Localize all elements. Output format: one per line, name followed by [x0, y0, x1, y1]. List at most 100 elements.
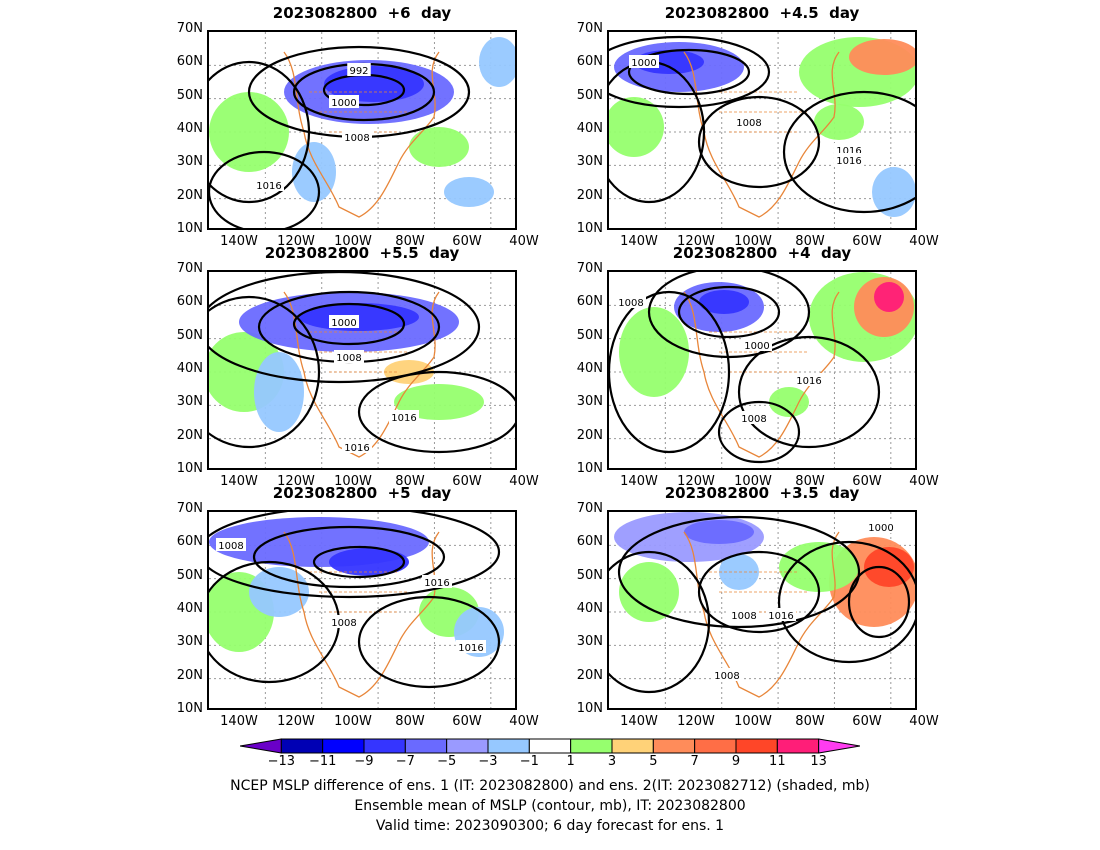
panel-1: 2023082800 +6 day 992 1000 1008 1016 70N 60N… — [177, 4, 539, 249]
longitude-tick-label: 100W — [734, 714, 772, 729]
map-frame: 1008 1000 1016 1008 — [607, 270, 917, 470]
latitude-tick-label: 40N — [176, 601, 203, 616]
mslp-contour — [627, 48, 751, 96]
longitude-tick-label: 40W — [909, 234, 939, 249]
latitude-tick-label: 70N — [576, 501, 603, 516]
shaded-region — [814, 104, 864, 140]
contour-label: 1016 — [458, 643, 483, 654]
caption-line-3: Valid time: 2023090300; 6 day forecast f… — [375, 818, 725, 834]
longitude-tick-label: 120W — [277, 474, 315, 489]
contour-label: 1008 — [714, 671, 739, 682]
colorbar-tick-label: 1 — [566, 754, 575, 769]
latitude-tick-label: 60N — [176, 54, 203, 70]
longitude-tick-label: 40W — [909, 474, 939, 489]
colorbar-tick-label: −7 — [395, 754, 415, 769]
longitude-tick-label: 60W — [852, 234, 882, 249]
longitude-tick-label: 80W — [795, 234, 825, 249]
shaded-region — [609, 97, 664, 157]
colorbar-tick-label: 7 — [690, 754, 699, 769]
map-frame: 1000 1008 1016 1016 — [207, 270, 517, 470]
map-plot: 1008 1000 1016 1008 — [609, 272, 915, 468]
colorbar-swatch — [404, 738, 448, 754]
latitude-tick-label: 20N — [576, 667, 603, 683]
mslp-contour — [697, 95, 821, 189]
contour-label-box — [629, 55, 659, 68]
contour-label-box — [329, 95, 359, 108]
colorbar-tick-label: 3 — [607, 754, 617, 769]
colorbar-swatch — [652, 738, 696, 754]
longitude-tick-label: 40W — [509, 474, 539, 489]
panel-6: 2023082800 +3.5 day 1000 1008 1016 1008 70N… — [577, 484, 939, 729]
map-frame: 1008 1016 1008 1016 — [207, 510, 517, 710]
latitude-tick-label: 30N — [576, 394, 603, 410]
contour-label: 1016 — [344, 443, 369, 454]
mslp-contour — [209, 272, 481, 384]
colorbar-tick-label: −3 — [478, 754, 498, 769]
contour-label: 1008 — [331, 618, 356, 629]
contour-label: 1016 — [836, 156, 861, 167]
longitude-tick-label: 120W — [677, 714, 715, 729]
latitude-tick-label: 10N — [176, 461, 203, 476]
colorbar-tick-label: 11 — [769, 754, 786, 769]
latitude-tick-label: 70N — [176, 21, 203, 36]
contour-label: 1008 — [741, 414, 766, 425]
contour-label-box — [347, 63, 371, 76]
latitude-tick-label: 20N — [576, 427, 603, 443]
longitude-tick-label: 140W — [220, 234, 258, 249]
longitude-tick-label: 100W — [334, 714, 372, 729]
latitude-tick-label: 50N — [576, 327, 603, 343]
latitude-tick-label: 40N — [176, 361, 203, 376]
mslp-contour — [609, 550, 711, 694]
shaded-region — [684, 520, 754, 544]
longitude-tick-label: 100W — [334, 234, 372, 249]
longitude-tick-label: 80W — [395, 714, 425, 729]
colorbar-swatch — [528, 738, 572, 754]
shaded-region — [769, 387, 809, 417]
latitude-tick-label: 50N — [176, 567, 203, 583]
longitude-tick-label: 120W — [677, 474, 715, 489]
longitude-tick-label: 60W — [452, 474, 482, 489]
contour-label-box — [254, 178, 284, 191]
contour-label-box — [834, 143, 864, 156]
map-frame: 1000 1008 1016 1008 — [607, 510, 917, 710]
longitude-tick-label: 140W — [620, 234, 658, 249]
contour-label-box — [329, 315, 359, 328]
shaded-region — [444, 177, 494, 207]
colorbar-arrow-low — [239, 738, 282, 754]
panel-4: 2023082800 +4 day 1008 1000 1016 1008 70N 60… — [577, 244, 939, 489]
contour-label-box — [739, 411, 769, 424]
colorbar-swatch — [735, 738, 778, 754]
latitude-tick-label: 10N — [576, 701, 603, 716]
coastline — [683, 51, 840, 218]
contour-label: 1000 — [744, 341, 769, 352]
contour-label-box — [342, 440, 372, 453]
colorbar-swatch — [694, 738, 737, 754]
mslp-contour — [357, 370, 515, 454]
latitude-tick-label: 40N — [576, 361, 603, 376]
contour-label-box — [766, 608, 796, 621]
colorbar-tick-label: 5 — [649, 754, 658, 769]
contour-label-box — [334, 350, 364, 363]
latitude-tick-label: 60N — [176, 294, 203, 310]
coastline — [283, 291, 440, 458]
contour-label-box — [712, 668, 742, 681]
shaded-region — [849, 39, 915, 75]
latitude-tick-label: 10N — [176, 221, 203, 236]
contour-label-box — [834, 153, 864, 166]
contour-label: 1016 — [768, 611, 793, 622]
latitude-tick-label: 20N — [176, 187, 203, 203]
colorbar-arrow-high — [818, 738, 861, 754]
shaded-region — [874, 282, 904, 312]
coastline — [683, 291, 840, 458]
map-frame: 1000 1008 1016 1016 — [607, 30, 917, 230]
mslp-contour — [782, 90, 915, 214]
mslp-contour — [609, 35, 771, 109]
latitude-tick-label: 50N — [576, 87, 603, 103]
shaded-region — [619, 307, 689, 397]
contour-label: 1000 — [331, 98, 356, 109]
longitude-tick-label: 40W — [509, 714, 539, 729]
contour-label-box — [616, 295, 646, 308]
shaded-region — [864, 547, 914, 587]
mslp-contour — [717, 400, 801, 464]
